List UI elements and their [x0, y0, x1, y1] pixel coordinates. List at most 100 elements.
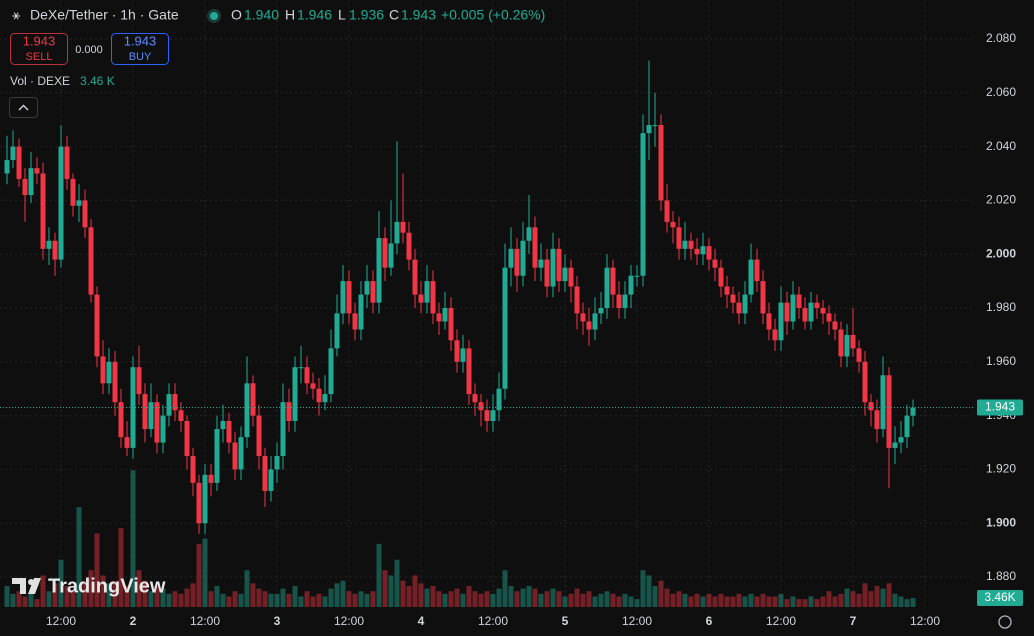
y-tick-label: 1.880 — [986, 569, 1016, 583]
buy-price: 1.943 — [124, 33, 157, 48]
sell-price: 1.943 — [23, 33, 56, 48]
candle-body — [388, 243, 394, 268]
x-tick-label: 12:00 — [46, 614, 76, 628]
volume-bar — [766, 596, 772, 607]
candle-body — [616, 294, 622, 309]
volume-bar — [718, 593, 724, 607]
candle-body — [724, 286, 730, 295]
candle-body — [172, 394, 178, 411]
symbol[interactable]: DeXe/Tether · 1h · Gate — [30, 7, 179, 23]
candle-body — [904, 415, 910, 438]
volume-bar — [328, 588, 334, 607]
buy-button[interactable] — [111, 33, 169, 65]
volume-bar — [628, 596, 634, 607]
c-label: C — [389, 7, 399, 23]
volume-bar — [232, 591, 238, 607]
volume-bar — [286, 593, 292, 607]
volume-bar — [64, 585, 70, 607]
volume-bar — [670, 593, 676, 607]
candle-body — [622, 294, 628, 309]
candle-body — [178, 410, 184, 422]
volume-bar — [850, 591, 856, 607]
volume-bar — [742, 596, 748, 607]
candle-body — [340, 281, 346, 314]
volume-bar — [166, 593, 172, 607]
volume-bar — [442, 593, 448, 607]
o-label: O — [231, 7, 242, 23]
volume-bar — [10, 593, 16, 607]
candle-body — [190, 455, 196, 483]
candle-body — [118, 402, 124, 438]
settings-icon[interactable] — [998, 615, 1012, 629]
x-tick-label: 12:00 — [478, 614, 508, 628]
candle-body — [574, 286, 580, 314]
candle-body — [406, 232, 412, 260]
candle-body — [184, 421, 190, 456]
candle-body — [238, 437, 244, 470]
candle-body — [490, 410, 496, 422]
volume-bar — [706, 593, 712, 607]
volume-bar — [604, 591, 610, 607]
candle-body — [220, 421, 226, 430]
volume-bar — [610, 593, 616, 607]
candle-body — [694, 248, 700, 255]
candle-body — [664, 200, 670, 222]
candle-body — [22, 178, 28, 196]
last-volume-badge — [977, 590, 1023, 606]
candle-body — [130, 367, 136, 448]
candle-body — [868, 402, 874, 411]
volume-bar — [34, 599, 40, 607]
candle-body — [538, 259, 544, 268]
candle-body — [688, 240, 694, 249]
volume-bar — [382, 570, 388, 607]
volume-bar — [856, 593, 862, 607]
x-tick-label: 2 — [130, 614, 137, 628]
candle-body — [742, 294, 748, 314]
x-tick-label: 12:00 — [766, 614, 796, 628]
volume-bar — [130, 470, 136, 607]
watermark-text: TradingView — [48, 575, 166, 597]
volume-bar — [424, 588, 430, 607]
candle-body — [646, 125, 652, 134]
o-value: 1.940 — [244, 7, 279, 23]
candle-body — [70, 178, 76, 206]
candle-body — [502, 267, 508, 389]
candle-body — [520, 240, 526, 276]
collapse-button[interactable] — [9, 97, 38, 118]
volume-bar — [622, 593, 628, 607]
candle-body — [34, 168, 40, 174]
volume-bar — [814, 599, 820, 607]
volume-bar — [124, 585, 130, 607]
candle-body — [472, 394, 478, 403]
volume-bar — [904, 599, 910, 607]
candle-body — [754, 259, 760, 282]
volume-bar — [16, 591, 22, 607]
x-tick-label: 3 — [274, 614, 281, 628]
volume-bar — [352, 593, 358, 607]
volume-bar — [370, 591, 376, 607]
sell-button[interactable] — [10, 33, 68, 65]
candle-body — [568, 267, 574, 287]
volume-bar — [190, 583, 196, 607]
symbol-icon: ⚹ — [12, 7, 21, 23]
x-tick-label: 7 — [850, 614, 857, 628]
candle-body — [700, 246, 706, 255]
candle-body — [334, 313, 340, 349]
candle-body — [16, 146, 22, 179]
volume-bars — [4, 470, 916, 607]
volume-bar — [52, 583, 58, 607]
volume-bar — [358, 591, 364, 607]
volume-bar — [490, 593, 496, 607]
last-price-badge — [977, 399, 1023, 416]
header: ⚹ DeXe/Tether · 1h · Gate O 1.940 H 1.94… — [12, 7, 545, 23]
candle-body — [496, 388, 502, 411]
volume-bar — [478, 593, 484, 607]
candle-body — [802, 308, 808, 322]
volume-bar — [736, 593, 742, 607]
volume-bar — [208, 591, 214, 607]
volume-bar — [616, 596, 622, 607]
volume-bar — [376, 543, 382, 607]
y-tick-label: 2.000 — [986, 246, 1016, 260]
volume-bar — [118, 528, 124, 607]
candle-body — [346, 281, 352, 314]
